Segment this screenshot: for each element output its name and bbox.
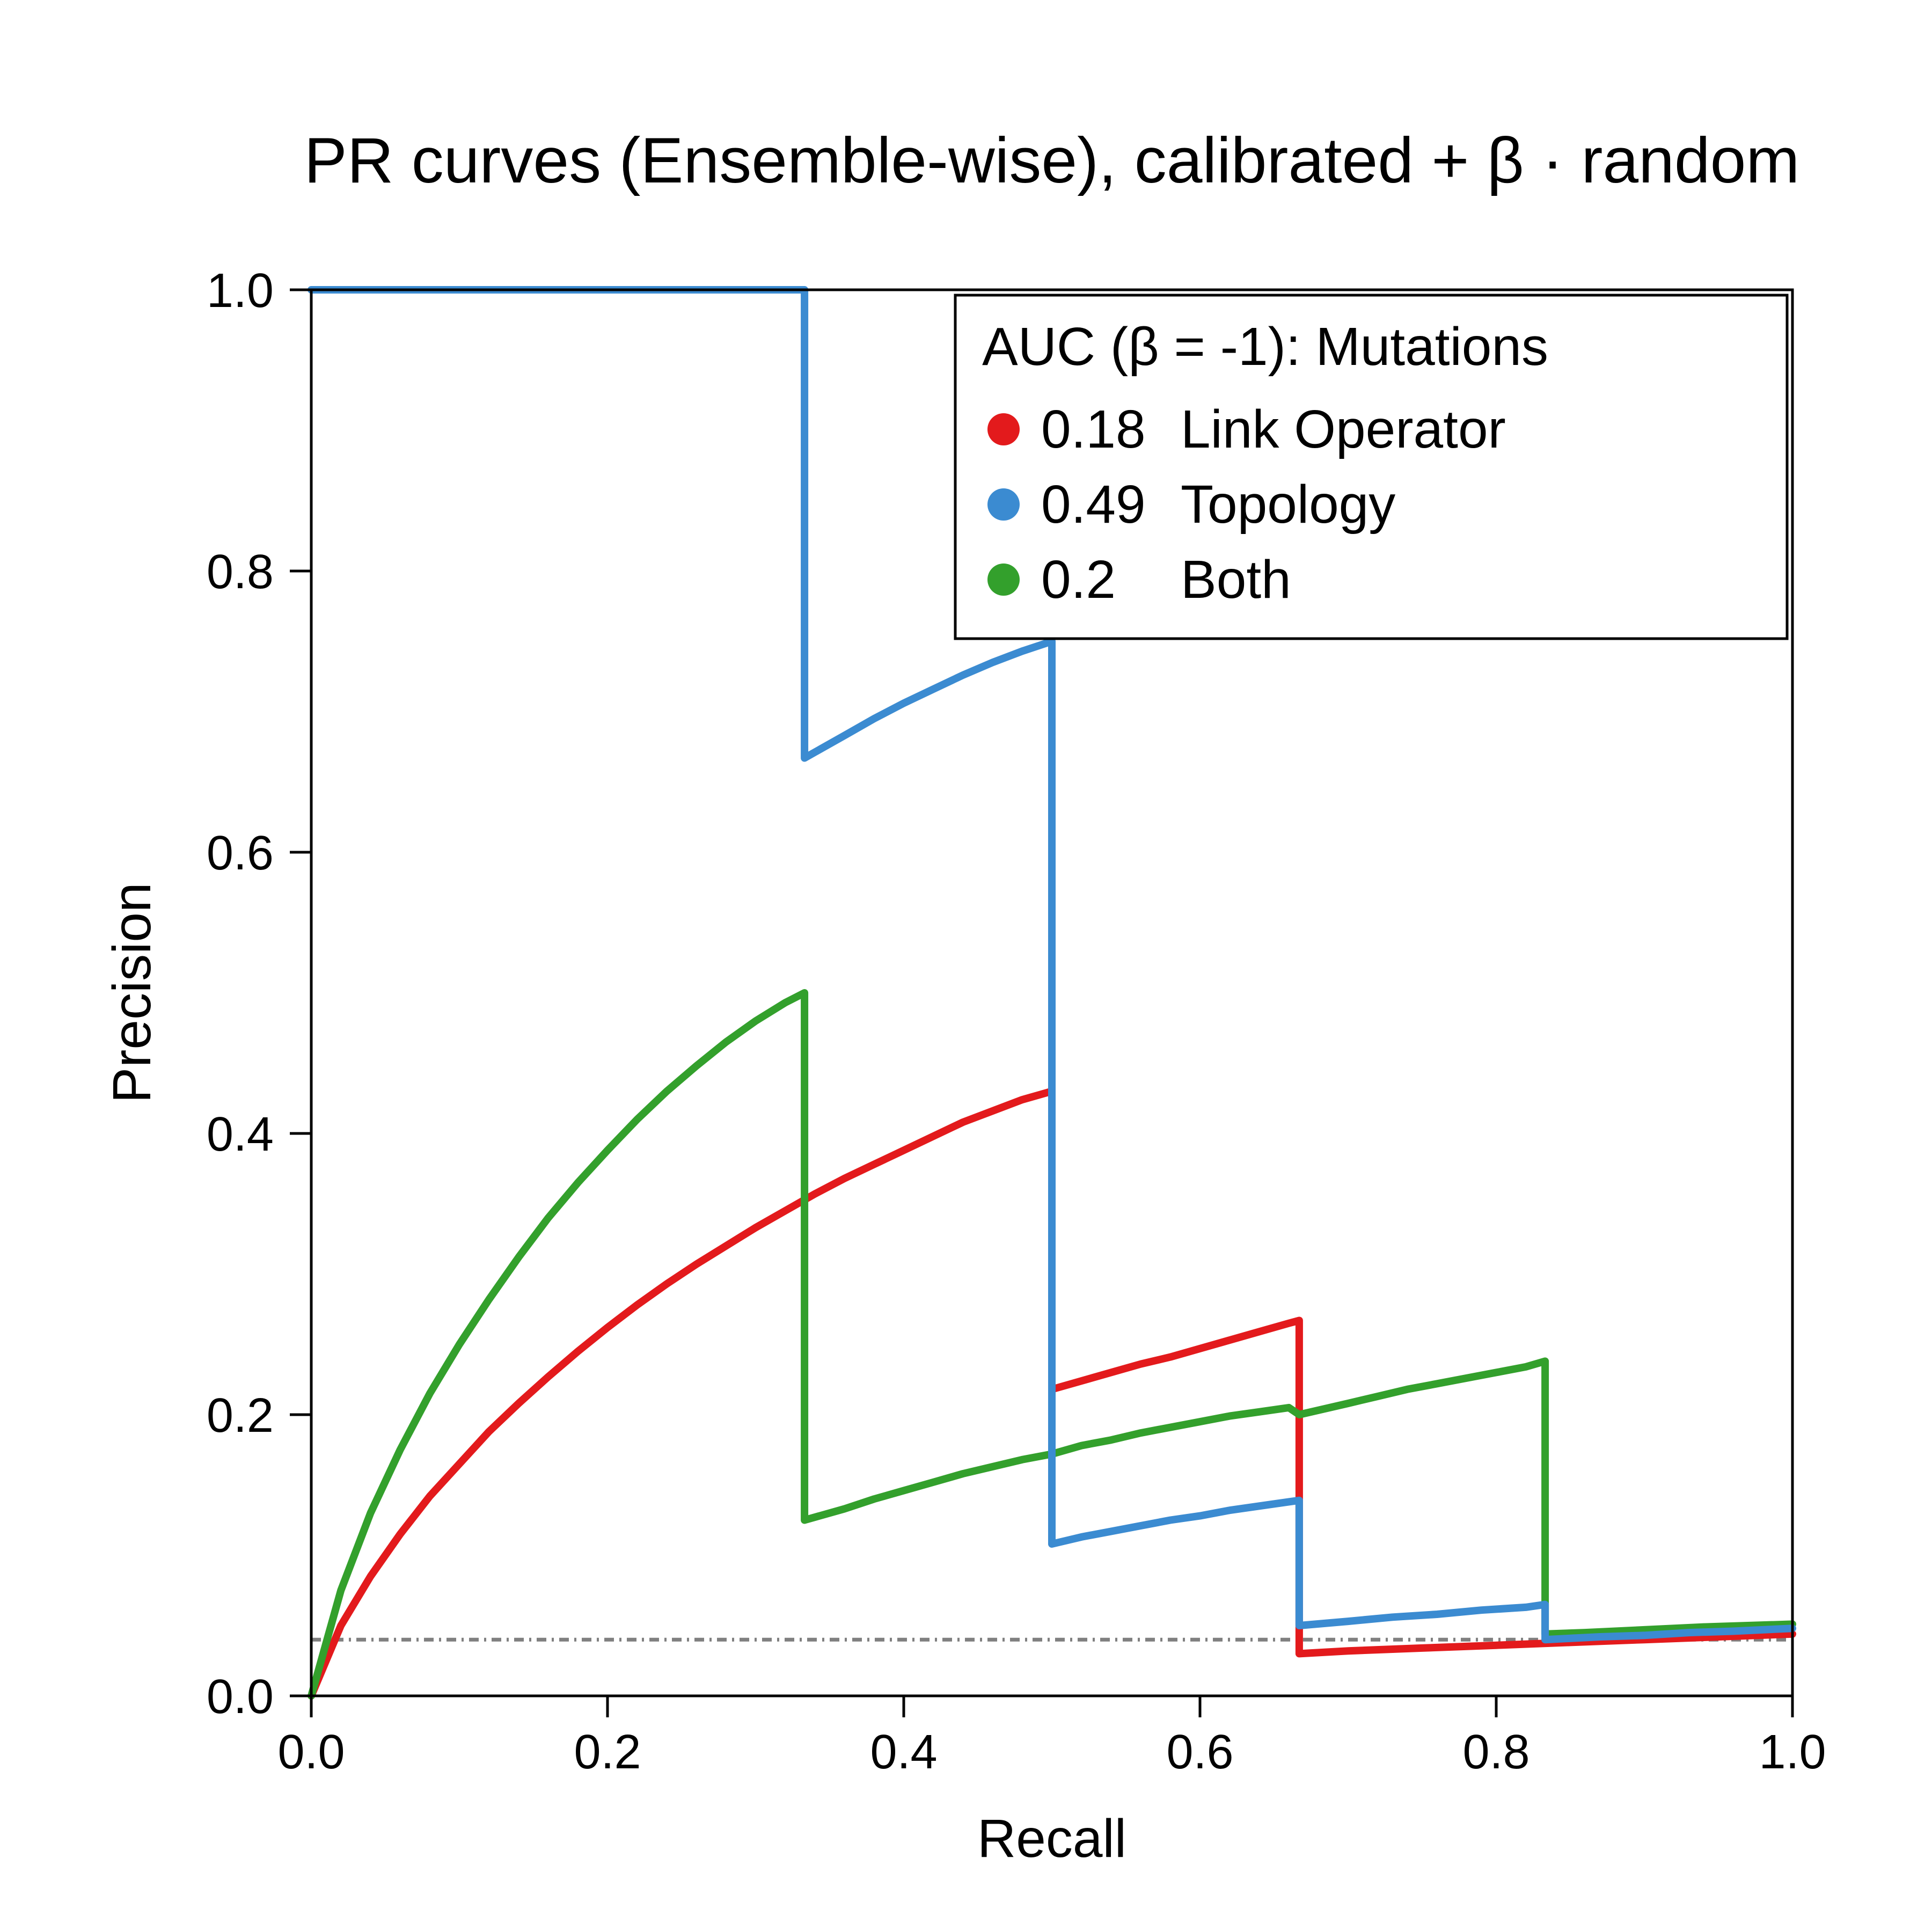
x-tick-label: 0.2: [574, 1725, 641, 1779]
chart-title: PR curves (Ensemble-wise), calibrated + …: [304, 125, 1800, 196]
x-tick-label: 1.0: [1759, 1725, 1826, 1779]
x-tick-label: 0.8: [1462, 1725, 1529, 1779]
y-tick-label: 1.0: [207, 264, 274, 318]
x-tick-label: 0.6: [1166, 1725, 1233, 1779]
legend-name: Both: [1181, 550, 1291, 610]
legend-auc: 0.49: [1041, 474, 1146, 535]
y-tick-label: 0.0: [207, 1670, 274, 1724]
y-tick-label: 0.4: [207, 1108, 274, 1161]
legend-marker: [987, 488, 1020, 521]
x-tick-label: 0.4: [870, 1725, 937, 1779]
legend-title: AUC (β = -1): Mutations: [982, 317, 1548, 377]
x-axis-title: Recall: [977, 1809, 1126, 1869]
y-tick-label: 0.8: [207, 545, 274, 599]
legend-name: Link Operator: [1181, 399, 1506, 459]
chart-svg: 0.0 0.2 0.4 0.6 0.8 1.0 0.0 0.2 0.4 0.6 0.8 1.0 Reca…: [0, 0, 1932, 1932]
legend-marker: [987, 413, 1020, 445]
legend-marker: [987, 564, 1020, 596]
y-axis-title: Precision: [102, 882, 162, 1103]
x-tick-label: 0.0: [277, 1725, 345, 1779]
legend-name: Topology: [1181, 474, 1395, 535]
y-tick-label: 0.2: [207, 1389, 274, 1443]
legend-auc: 0.2: [1041, 550, 1116, 610]
legend-auc: 0.18: [1041, 399, 1146, 459]
pr-chart: 0.0 0.2 0.4 0.6 0.8 1.0 0.0 0.2 0.4 0.6 0.8 1.0 Reca…: [0, 0, 1932, 1932]
y-tick-label: 0.6: [207, 826, 274, 880]
